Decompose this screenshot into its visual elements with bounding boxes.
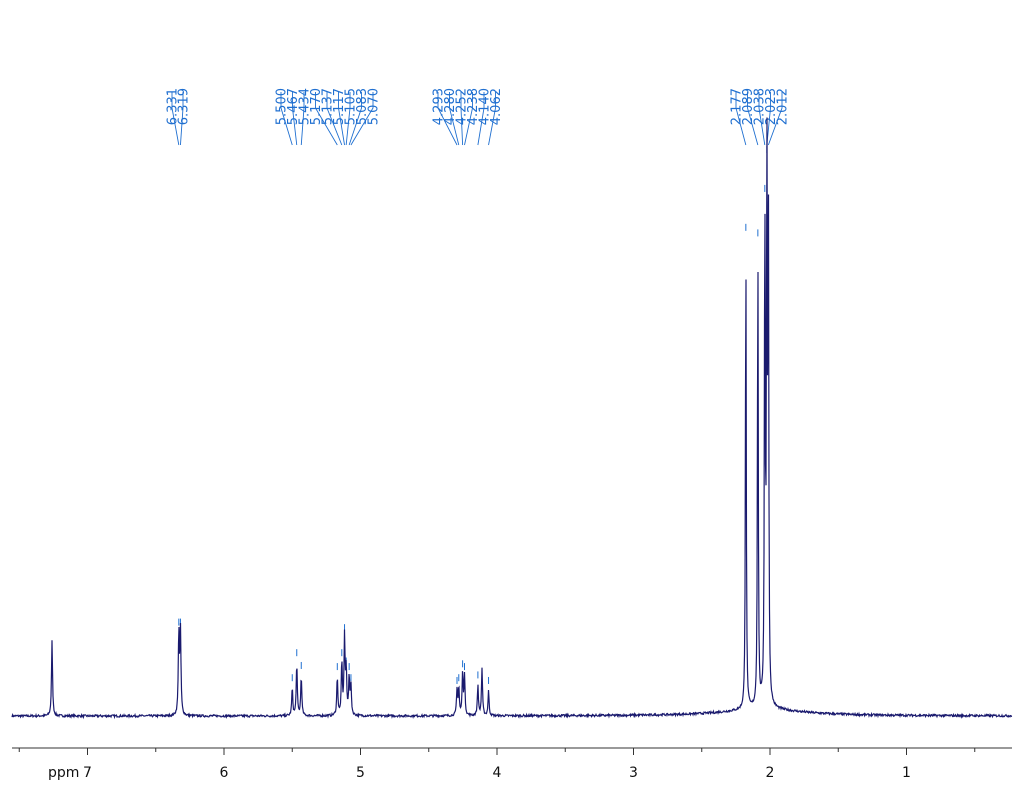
peak-leader-line — [345, 92, 351, 146]
peak-label: 2.177 — [730, 88, 745, 125]
peak-leader-line — [460, 92, 464, 146]
peak-label: 5.117 — [332, 88, 347, 125]
x-tick-label: 3 — [629, 765, 638, 781]
peak-leader-line — [758, 92, 766, 146]
x-tick-label: 6 — [220, 765, 229, 781]
x-tick-label: 2 — [766, 765, 775, 781]
peak-leader-line — [437, 92, 458, 146]
peak-leader-line — [280, 92, 293, 146]
x-tick-label: 7 — [83, 765, 92, 781]
peak-leader-line — [326, 92, 343, 146]
peak-label: 5.137 — [321, 88, 336, 125]
peak-label: 4.252 — [455, 88, 470, 125]
peak-leader-line — [766, 92, 771, 146]
peak-leader-line — [300, 92, 305, 146]
peak-label: 2.089 — [741, 88, 756, 125]
peak-leader-line — [735, 92, 747, 146]
peak-label: 2.038 — [753, 88, 768, 125]
x-tick-label: 5 — [356, 765, 365, 781]
peak-label: 6.331 — [166, 88, 181, 125]
x-axis-title: ppm — [48, 765, 79, 781]
peak-leader-line — [464, 92, 473, 146]
peak-label: 2.023 — [764, 88, 779, 125]
peak-label: 5.105 — [344, 88, 359, 125]
peak-label: 4.062 — [489, 88, 504, 125]
spectrum-trace — [11, 117, 1013, 720]
peak-label: 4.140 — [478, 88, 493, 125]
peak-label: 4.238 — [466, 88, 481, 125]
peak-label: 5.434 — [298, 88, 313, 125]
peak-leader-line — [338, 92, 345, 146]
peak-leader-line — [180, 92, 184, 146]
peak-label: 4.293 — [432, 88, 447, 125]
x-tick-label: 4 — [493, 765, 502, 781]
peak-markers — [178, 146, 769, 684]
peak-label: 5.467 — [286, 88, 301, 125]
x-axis: ppm 7 6 5 4 3 2 1 — [12, 747, 1012, 781]
peak-label: 4.280 — [443, 88, 458, 125]
peak-leader-line — [171, 92, 180, 146]
peak-leader-line — [449, 92, 460, 146]
peak-leader-line — [350, 92, 374, 146]
peak-leader-line — [747, 92, 759, 146]
peak-leader-line — [767, 92, 783, 146]
peak-leader-line — [488, 92, 496, 146]
peak-leader-line — [315, 92, 338, 146]
peak-label: 5.070 — [367, 88, 382, 125]
peak-leader-line — [477, 92, 485, 146]
peak-leader-line — [348, 92, 362, 146]
x-tick-label: 1 — [902, 765, 911, 781]
peak-leader-line — [292, 92, 298, 146]
peak-label: 6.319 — [177, 88, 192, 125]
peak-label: 5.500 — [275, 88, 290, 125]
